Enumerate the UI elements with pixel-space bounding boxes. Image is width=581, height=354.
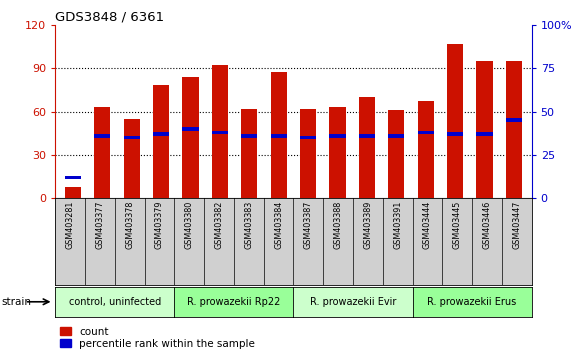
Text: strain: strain <box>1 297 31 307</box>
Text: GSM403388: GSM403388 <box>333 201 343 249</box>
Bar <box>212 65 228 198</box>
Text: R. prowazekii Evir: R. prowazekii Evir <box>310 297 396 307</box>
Text: GSM403389: GSM403389 <box>363 201 372 249</box>
Bar <box>388 110 404 198</box>
Bar <box>241 134 257 138</box>
Text: R. prowazekii Erus: R. prowazekii Erus <box>428 297 517 307</box>
Text: GSM403387: GSM403387 <box>304 201 313 249</box>
Bar <box>359 97 375 198</box>
Bar <box>271 73 287 198</box>
Bar <box>447 44 463 198</box>
Text: GSM403391: GSM403391 <box>393 201 402 249</box>
Text: GSM403380: GSM403380 <box>185 201 193 249</box>
Legend: count, percentile rank within the sample: count, percentile rank within the sample <box>60 327 255 349</box>
Text: GSM403377: GSM403377 <box>95 201 105 249</box>
Bar <box>418 131 434 134</box>
Bar <box>94 107 110 198</box>
Bar <box>300 109 316 198</box>
Bar <box>329 107 346 198</box>
Bar <box>64 187 81 198</box>
Bar <box>182 77 199 198</box>
Bar <box>506 61 522 198</box>
Bar <box>329 134 346 138</box>
Text: R. prowazekii Rp22: R. prowazekii Rp22 <box>187 297 281 307</box>
Bar <box>124 119 140 198</box>
Bar <box>476 132 493 136</box>
Bar <box>300 136 316 139</box>
Bar <box>359 134 375 138</box>
Bar <box>476 61 493 198</box>
Bar <box>153 85 169 198</box>
Bar <box>124 136 140 139</box>
Bar <box>182 127 199 131</box>
Text: GSM403447: GSM403447 <box>512 201 521 249</box>
Text: GSM403444: GSM403444 <box>423 201 432 249</box>
Bar <box>153 132 169 136</box>
Bar <box>388 134 404 138</box>
Bar <box>212 131 228 134</box>
Bar <box>64 176 81 179</box>
Text: GDS3848 / 6361: GDS3848 / 6361 <box>55 11 164 24</box>
Text: GSM403383: GSM403383 <box>244 201 253 249</box>
Bar <box>94 134 110 138</box>
Bar <box>447 132 463 136</box>
Bar <box>241 109 257 198</box>
Text: GSM403379: GSM403379 <box>155 201 164 249</box>
Bar <box>271 134 287 138</box>
Text: GSM403445: GSM403445 <box>453 201 462 249</box>
Text: GSM403378: GSM403378 <box>125 201 134 249</box>
Text: GSM403382: GSM403382 <box>214 201 224 249</box>
Text: GSM403281: GSM403281 <box>66 201 74 249</box>
Text: GSM403446: GSM403446 <box>482 201 492 249</box>
Text: GSM403384: GSM403384 <box>274 201 283 249</box>
Text: control, uninfected: control, uninfected <box>69 297 161 307</box>
Bar <box>418 101 434 198</box>
Bar <box>506 118 522 122</box>
